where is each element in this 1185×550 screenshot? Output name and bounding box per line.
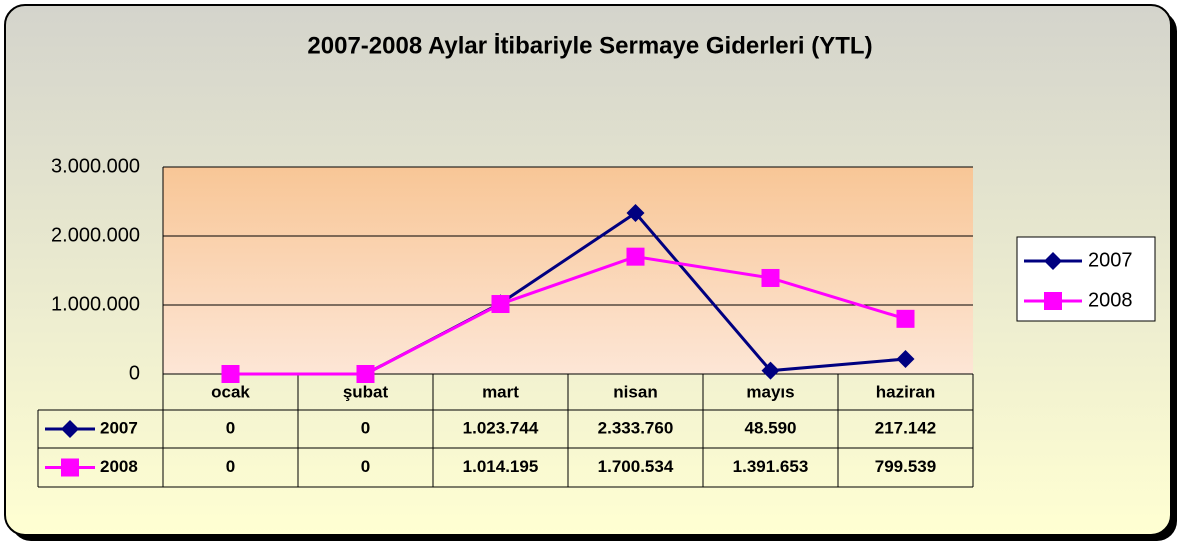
x-tick-label: şubat <box>343 382 389 401</box>
legend-box <box>1016 236 1156 322</box>
table-legend-marker <box>61 458 79 477</box>
point <box>221 365 240 383</box>
point <box>896 309 915 328</box>
y-tick-label: 0 <box>129 362 140 384</box>
table-value: 1.023.744 <box>463 418 539 437</box>
x-tick-label: nisan <box>613 382 657 401</box>
table-value: 0 <box>361 418 370 437</box>
table-value: 48.590 <box>745 418 797 437</box>
point <box>896 350 915 369</box>
plot-area <box>163 167 973 374</box>
y-tick-label: 3.000.000 <box>51 155 140 177</box>
table-value: 217.142 <box>875 418 936 437</box>
table-value: 2.333.760 <box>598 418 674 437</box>
y-tick-label: 1.000.000 <box>51 293 140 315</box>
point <box>626 247 645 266</box>
series-line <box>230 255 906 376</box>
point <box>761 268 780 287</box>
x-tick-label: mart <box>482 382 519 401</box>
legend-label: 2008 <box>1088 289 1133 311</box>
point <box>491 295 510 314</box>
table-series-name: 2008 <box>100 457 138 476</box>
table-value: 1.391.653 <box>733 457 809 476</box>
point <box>626 203 645 222</box>
table-legend-marker <box>61 420 79 438</box>
legend-label: 2007 <box>1088 249 1133 271</box>
table-value: 1.700.534 <box>598 457 674 476</box>
legend-marker <box>1044 252 1062 270</box>
table-value: 0 <box>361 457 370 476</box>
table-value: 1.014.195 <box>463 457 539 476</box>
point <box>356 365 375 383</box>
table-value: 0 <box>226 457 235 476</box>
chart-title: 2007-2008 Aylar İtibariyle Sermaye Gider… <box>307 32 872 59</box>
table-value: 799.539 <box>875 457 936 476</box>
table-value: 0 <box>226 418 235 437</box>
x-tick-label: haziran <box>876 382 936 401</box>
y-tick-label: 2.000.000 <box>51 224 140 246</box>
point <box>761 361 780 380</box>
x-tick-label: mayıs <box>746 382 794 401</box>
x-tick-label: ocak <box>211 382 250 401</box>
table-series-name: 2007 <box>100 418 138 437</box>
legend-marker <box>1044 292 1062 310</box>
